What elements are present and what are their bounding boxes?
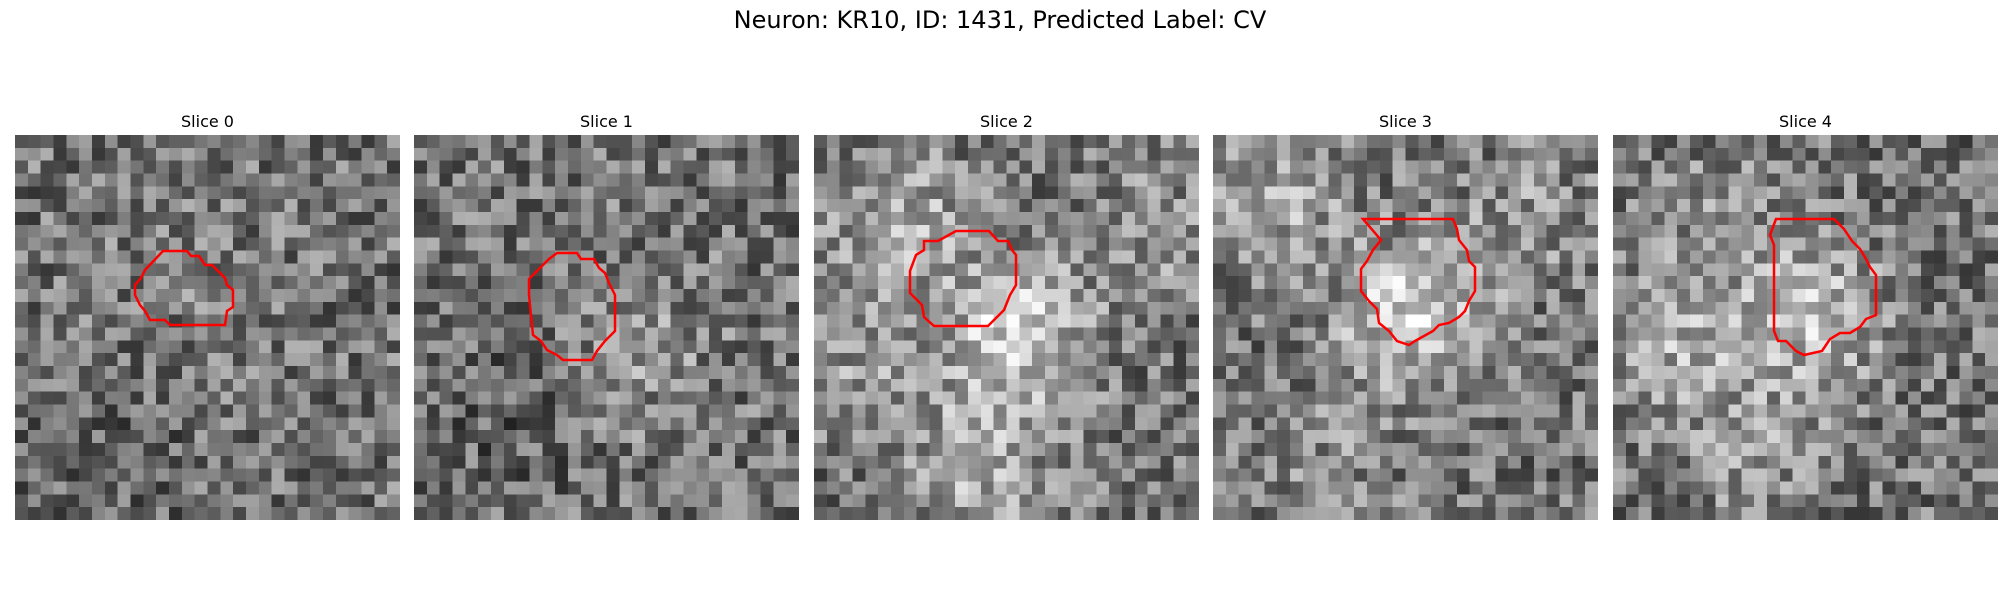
- cell-outline: [1768, 217, 1878, 357]
- slice-panel-3: Slice 3: [1213, 111, 1598, 520]
- slice-image-frame: [1213, 135, 1598, 520]
- slice-panel-4: Slice 4: [1613, 111, 1998, 520]
- slice-image-frame: [15, 135, 400, 520]
- slice-title: Slice 4: [1779, 112, 1832, 131]
- slice-panel-2: Slice 2: [814, 111, 1199, 520]
- slice-image: [1213, 135, 1598, 520]
- slice-image: [814, 135, 1199, 520]
- slice-panel-0: Slice 0: [15, 111, 400, 520]
- cell-outline: [1359, 217, 1477, 347]
- slice-title: Slice 0: [181, 112, 234, 131]
- figure-title: Neuron: KR10, ID: 1431, Predicted Label:…: [733, 6, 1267, 34]
- slice-image: [414, 135, 799, 520]
- slice-image-frame: [414, 135, 799, 520]
- slice-image: [1613, 135, 1998, 520]
- cell-outline: [133, 249, 235, 327]
- slice-title: Slice 3: [1379, 112, 1432, 131]
- slice-image-frame: [814, 135, 1199, 520]
- slice-image: [15, 135, 400, 520]
- slice-image-frame: [1613, 135, 1998, 520]
- slice-panel-1: Slice 1: [414, 111, 799, 520]
- cell-outline: [527, 251, 617, 362]
- slice-title: Slice 2: [980, 112, 1033, 131]
- cell-outline: [908, 229, 1018, 328]
- slice-title: Slice 1: [580, 112, 633, 131]
